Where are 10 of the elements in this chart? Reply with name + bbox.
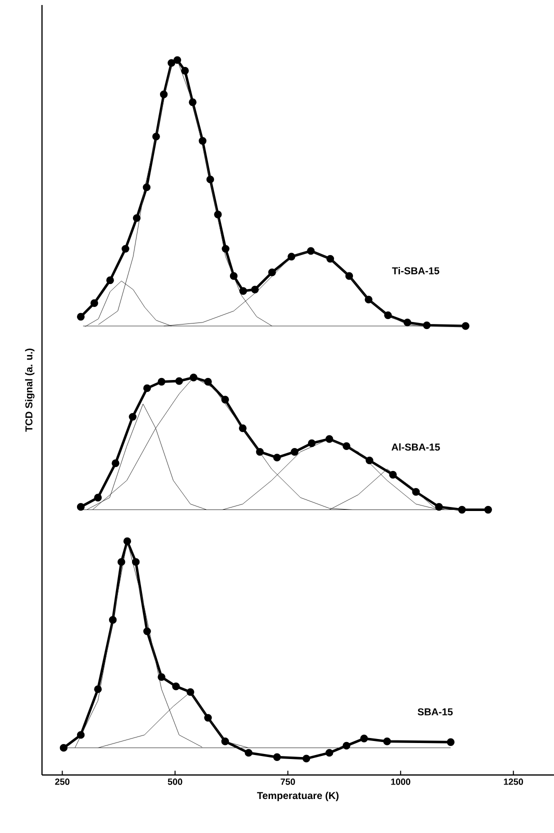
y-axis-title: TCD Signal (a. u.) <box>25 348 34 432</box>
annotation: Al-SBA-15 <box>392 443 440 451</box>
x-tick-label: 1000 <box>391 778 410 785</box>
x-axis-title: Temperatuare (K) <box>257 792 339 802</box>
annotation: Ti-SBA-15 <box>392 266 440 274</box>
x-tick-label: 1250 <box>504 778 524 785</box>
x-tick-label: 750 <box>280 778 295 785</box>
x-tick-label: 500 <box>168 778 182 785</box>
x-tick-label: 250 <box>55 778 70 785</box>
annotation: SBA-15 <box>418 708 453 716</box>
